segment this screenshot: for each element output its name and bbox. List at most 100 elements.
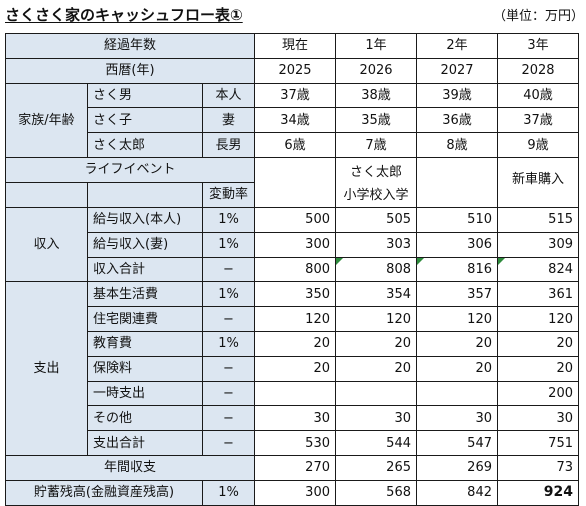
- year-cell[interactable]: 2026: [335, 57, 417, 84]
- value-cell[interactable]: 30: [497, 405, 579, 432]
- elapsed-cell[interactable]: 2年: [416, 33, 498, 59]
- rate-cell[interactable]: −: [202, 405, 255, 432]
- member-relation[interactable]: 本人: [202, 82, 255, 109]
- value-cell[interactable]: 120: [254, 306, 336, 332]
- blank-cell[interactable]: [5, 181, 88, 208]
- value-cell[interactable]: [335, 380, 417, 407]
- age-cell[interactable]: 34歳: [254, 107, 336, 134]
- annual-balance-label[interactable]: 年間収支: [5, 454, 255, 481]
- age-cell[interactable]: 7歳: [335, 132, 417, 158]
- age-cell[interactable]: 39歳: [416, 82, 498, 109]
- value-cell[interactable]: 265: [335, 454, 417, 481]
- elapsed-cell[interactable]: 1年: [335, 33, 417, 59]
- value-cell-selected[interactable]: 924: [497, 479, 579, 506]
- income-item[interactable]: 給与収入(妻): [87, 231, 203, 258]
- value-cell[interactable]: 120: [416, 306, 498, 332]
- rate-cell[interactable]: −: [202, 355, 255, 382]
- expense-item[interactable]: 一時支出: [87, 380, 203, 407]
- elapsed-cell[interactable]: 現在: [254, 33, 336, 59]
- value-cell[interactable]: 20: [254, 355, 336, 382]
- rate-label[interactable]: 変動率: [202, 181, 255, 208]
- age-cell[interactable]: 40歳: [497, 82, 579, 109]
- member-name[interactable]: さく子: [87, 107, 203, 134]
- event-cell[interactable]: [254, 156, 336, 208]
- value-cell[interactable]: 306: [416, 231, 498, 258]
- member-relation[interactable]: 長男: [202, 132, 255, 158]
- value-cell[interactable]: 20: [497, 355, 579, 382]
- income-item[interactable]: 収入合計: [87, 256, 203, 283]
- value-cell[interactable]: 20: [254, 330, 336, 357]
- member-name[interactable]: さく男: [87, 82, 203, 109]
- income-item[interactable]: 給与収入(本人): [87, 206, 203, 233]
- rate-cell[interactable]: −: [202, 256, 255, 283]
- value-cell[interactable]: 354: [335, 281, 417, 308]
- rate-cell[interactable]: −: [202, 306, 255, 332]
- family-label[interactable]: 家族/年齢: [5, 82, 88, 158]
- value-cell[interactable]: 751: [497, 430, 579, 456]
- value-cell[interactable]: 30: [335, 405, 417, 432]
- event-cell[interactable]: 新車購入: [497, 156, 579, 208]
- value-cell[interactable]: 350: [254, 281, 336, 308]
- value-cell[interactable]: 300: [254, 479, 336, 506]
- value-cell[interactable]: 842: [416, 479, 498, 506]
- age-cell[interactable]: 35歳: [335, 107, 417, 134]
- value-cell[interactable]: 200: [497, 380, 579, 407]
- year-label[interactable]: 西暦(年): [5, 57, 255, 84]
- value-cell[interactable]: 30: [416, 405, 498, 432]
- elapsed-cell[interactable]: 3年: [497, 33, 579, 59]
- rate-cell[interactable]: 1%: [202, 330, 255, 357]
- value-cell[interactable]: 808: [335, 256, 417, 283]
- value-cell[interactable]: 800: [254, 256, 336, 283]
- event-cell[interactable]: [416, 156, 498, 208]
- value-cell[interactable]: 357: [416, 281, 498, 308]
- age-cell[interactable]: 36歳: [416, 107, 498, 134]
- life-event-label[interactable]: ライフイベント: [5, 156, 255, 183]
- rate-cell[interactable]: −: [202, 380, 255, 407]
- year-cell[interactable]: 2025: [254, 57, 336, 84]
- event-cell[interactable]: さく太郎 小学校入学: [335, 156, 417, 208]
- rate-cell[interactable]: 1%: [202, 281, 255, 308]
- expense-item[interactable]: 支出合計: [87, 430, 203, 456]
- value-cell[interactable]: 568: [335, 479, 417, 506]
- value-cell[interactable]: 500: [254, 206, 336, 233]
- age-cell[interactable]: 6歳: [254, 132, 336, 158]
- value-cell[interactable]: 544: [335, 430, 417, 456]
- age-cell[interactable]: 9歳: [497, 132, 579, 158]
- value-cell[interactable]: [254, 380, 336, 407]
- value-cell[interactable]: 816: [416, 256, 498, 283]
- value-cell[interactable]: 547: [416, 430, 498, 456]
- value-cell[interactable]: 361: [497, 281, 579, 308]
- year-cell[interactable]: 2027: [416, 57, 498, 84]
- value-cell[interactable]: 20: [416, 330, 498, 357]
- age-cell[interactable]: 38歳: [335, 82, 417, 109]
- value-cell[interactable]: 120: [497, 306, 579, 332]
- age-cell[interactable]: 37歳: [254, 82, 336, 109]
- value-cell[interactable]: 20: [497, 330, 579, 357]
- value-cell[interactable]: 270: [254, 454, 336, 481]
- year-cell[interactable]: 2028: [497, 57, 579, 84]
- expense-item[interactable]: 基本生活費: [87, 281, 203, 308]
- rate-cell[interactable]: 1%: [202, 206, 255, 233]
- rate-cell[interactable]: −: [202, 430, 255, 456]
- value-cell[interactable]: 73: [497, 454, 579, 481]
- expense-label[interactable]: 支出: [5, 281, 88, 456]
- elapsed-label[interactable]: 経過年数: [5, 33, 255, 59]
- age-cell[interactable]: 37歳: [497, 107, 579, 134]
- value-cell[interactable]: 120: [335, 306, 417, 332]
- value-cell[interactable]: 30: [254, 405, 336, 432]
- value-cell[interactable]: 269: [416, 454, 498, 481]
- value-cell[interactable]: 505: [335, 206, 417, 233]
- value-cell[interactable]: 20: [335, 330, 417, 357]
- expense-item[interactable]: 住宅関連費: [87, 306, 203, 332]
- expense-item[interactable]: 教育費: [87, 330, 203, 357]
- value-cell[interactable]: 20: [335, 355, 417, 382]
- value-cell[interactable]: 510: [416, 206, 498, 233]
- member-name[interactable]: さく太郎: [87, 132, 203, 158]
- value-cell[interactable]: 530: [254, 430, 336, 456]
- value-cell[interactable]: 515: [497, 206, 579, 233]
- blank-cell[interactable]: [87, 181, 203, 208]
- savings-label[interactable]: 貯蓄残高(金融資産残高): [5, 479, 203, 506]
- expense-item[interactable]: 保険料: [87, 355, 203, 382]
- rate-cell[interactable]: 1%: [202, 231, 255, 258]
- age-cell[interactable]: 8歳: [416, 132, 498, 158]
